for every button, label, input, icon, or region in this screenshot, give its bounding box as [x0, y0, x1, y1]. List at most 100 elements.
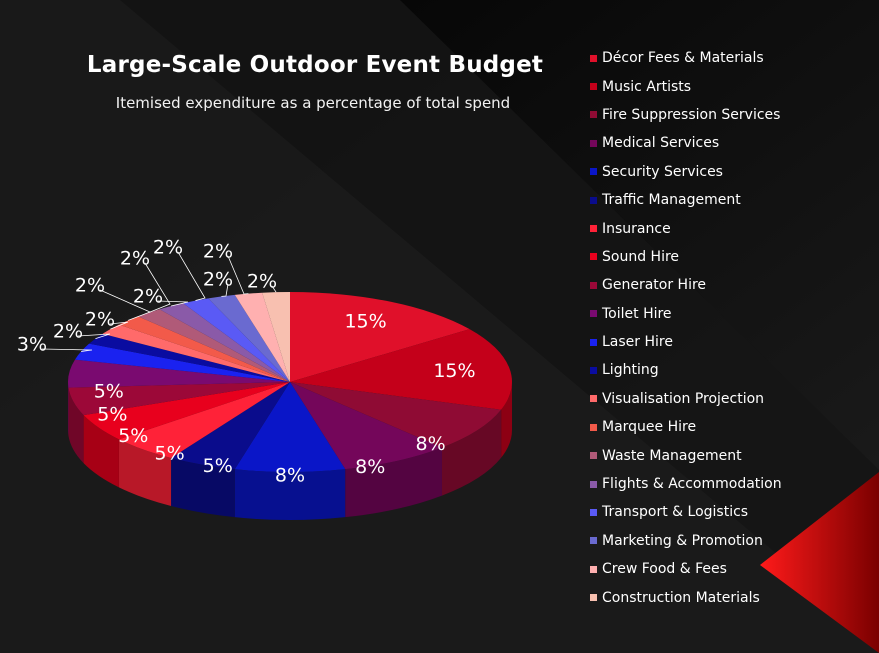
leader-line	[77, 333, 111, 340]
data-label: 2%	[53, 321, 83, 343]
data-label: 2%	[203, 241, 233, 263]
legend-label: Traffic Management	[602, 192, 741, 209]
leader-line	[177, 251, 206, 301]
legend-label: Transport & Logistics	[602, 504, 749, 521]
legend-item: Fire Suppression Services	[590, 101, 782, 129]
data-label: 2%	[247, 271, 277, 293]
legend-label: Security Services	[602, 163, 723, 180]
data-label: 5%	[97, 403, 127, 425]
legend-item: Sound Hire	[590, 243, 782, 271]
legend-label: Insurance	[602, 220, 671, 237]
pie-slice	[118, 316, 290, 382]
pie-slice-side	[501, 382, 512, 458]
legend-swatch	[590, 196, 597, 204]
legend-label: Crew Food & Fees	[602, 561, 727, 578]
legend-swatch	[590, 139, 597, 147]
legend-swatch	[590, 565, 597, 573]
legend-label: Music Artists	[602, 78, 692, 95]
leader-line	[144, 262, 171, 314]
legend-item: Traffic Management	[590, 186, 782, 214]
legend-swatch	[590, 338, 597, 346]
legend-label: Flights & Accommodation	[602, 476, 782, 493]
pie-slice	[89, 333, 291, 382]
data-label: 8%	[416, 433, 446, 455]
legend-label: Marquee Hire	[602, 419, 697, 436]
data-label: 15%	[433, 360, 475, 382]
pie-slice	[68, 382, 290, 416]
legend-swatch	[590, 594, 597, 602]
legend-item: Waste Management	[590, 441, 782, 469]
data-label: 2%	[203, 269, 233, 291]
leader-line	[271, 285, 277, 293]
legend-swatch	[590, 452, 597, 460]
chart-legend: Décor Fees & Materials Music Artists Fire …	[590, 44, 782, 612]
legend-label: Construction Materials	[602, 589, 760, 606]
legend-item: Transport & Logistics	[590, 498, 782, 526]
legend-swatch	[590, 54, 597, 62]
legend-swatch	[590, 310, 597, 318]
legend-swatch	[590, 253, 597, 261]
pie-slice	[290, 292, 470, 382]
legend-item: Toilet Hire	[590, 300, 782, 328]
pie-slice	[68, 359, 291, 388]
legend-item: Flights & Accommodation	[590, 470, 782, 498]
legend-item: Security Services	[590, 158, 782, 186]
legend-label: Waste Management	[602, 447, 742, 464]
pie-slice	[183, 298, 290, 382]
pie-slice	[234, 292, 290, 382]
legend-item: Laser Hire	[590, 328, 782, 356]
pie-slice-side	[441, 409, 502, 496]
legend-swatch	[590, 423, 597, 431]
pie-slice	[262, 292, 290, 382]
data-label: 2%	[133, 286, 163, 308]
pie-slice-side	[234, 469, 346, 520]
data-label: 8%	[275, 464, 305, 486]
legend-item: Crew Food & Fees	[590, 555, 782, 583]
pie-slice-side	[83, 415, 119, 488]
data-label: 8%	[355, 456, 385, 478]
pie-slice	[234, 382, 346, 473]
legend-label: Medical Services	[602, 135, 720, 152]
chart-title: Large-Scale Outdoor Event Budget	[86, 52, 544, 78]
pie-slice	[74, 343, 290, 382]
legend-item: Medical Services	[590, 129, 782, 157]
legend-item: Construction Materials	[590, 583, 782, 611]
pie-slice	[290, 382, 502, 448]
pie-slice	[138, 309, 290, 382]
legend-label: Décor Fees & Materials	[602, 50, 764, 67]
data-label: 3%	[17, 334, 47, 356]
legend-item: Marketing & Promotion	[590, 527, 782, 555]
data-label: 2%	[75, 275, 105, 297]
legend-swatch	[590, 537, 597, 545]
pie-slice-side	[68, 387, 84, 464]
pie-slice	[290, 329, 512, 410]
legend-item: Insurance	[590, 214, 782, 242]
leader-line	[221, 283, 229, 297]
data-label: 2%	[153, 237, 183, 259]
pie-slice-side	[118, 439, 172, 506]
legend-swatch	[590, 83, 597, 91]
pie-slice-side	[345, 447, 442, 518]
chart-subtitle: Itemised expenditure as a percentage of …	[115, 94, 511, 112]
legend-swatch	[590, 168, 597, 176]
legend-item: Lighting	[590, 356, 782, 384]
legend-label: Visualisation Projection	[602, 390, 765, 407]
leader-line	[41, 348, 93, 352]
legend-label: Fire Suppression Services	[602, 106, 781, 123]
legend-swatch	[590, 281, 597, 289]
legend-swatch	[590, 111, 597, 119]
legend-label: Marketing & Promotion	[602, 532, 763, 549]
pie-slice-side	[171, 457, 235, 518]
legend-swatch	[590, 225, 597, 233]
leader-line	[99, 289, 152, 321]
legend-label: Generator Hire	[602, 277, 707, 294]
pie-slice	[159, 303, 290, 382]
pie-slice	[171, 382, 290, 470]
legend-label: Sound Hire	[602, 248, 680, 265]
data-label: 5%	[118, 425, 148, 447]
leader-line	[227, 255, 249, 295]
legend-label: Laser Hire	[602, 334, 673, 351]
data-label: 5%	[94, 380, 124, 402]
data-label: 2%	[120, 248, 150, 270]
